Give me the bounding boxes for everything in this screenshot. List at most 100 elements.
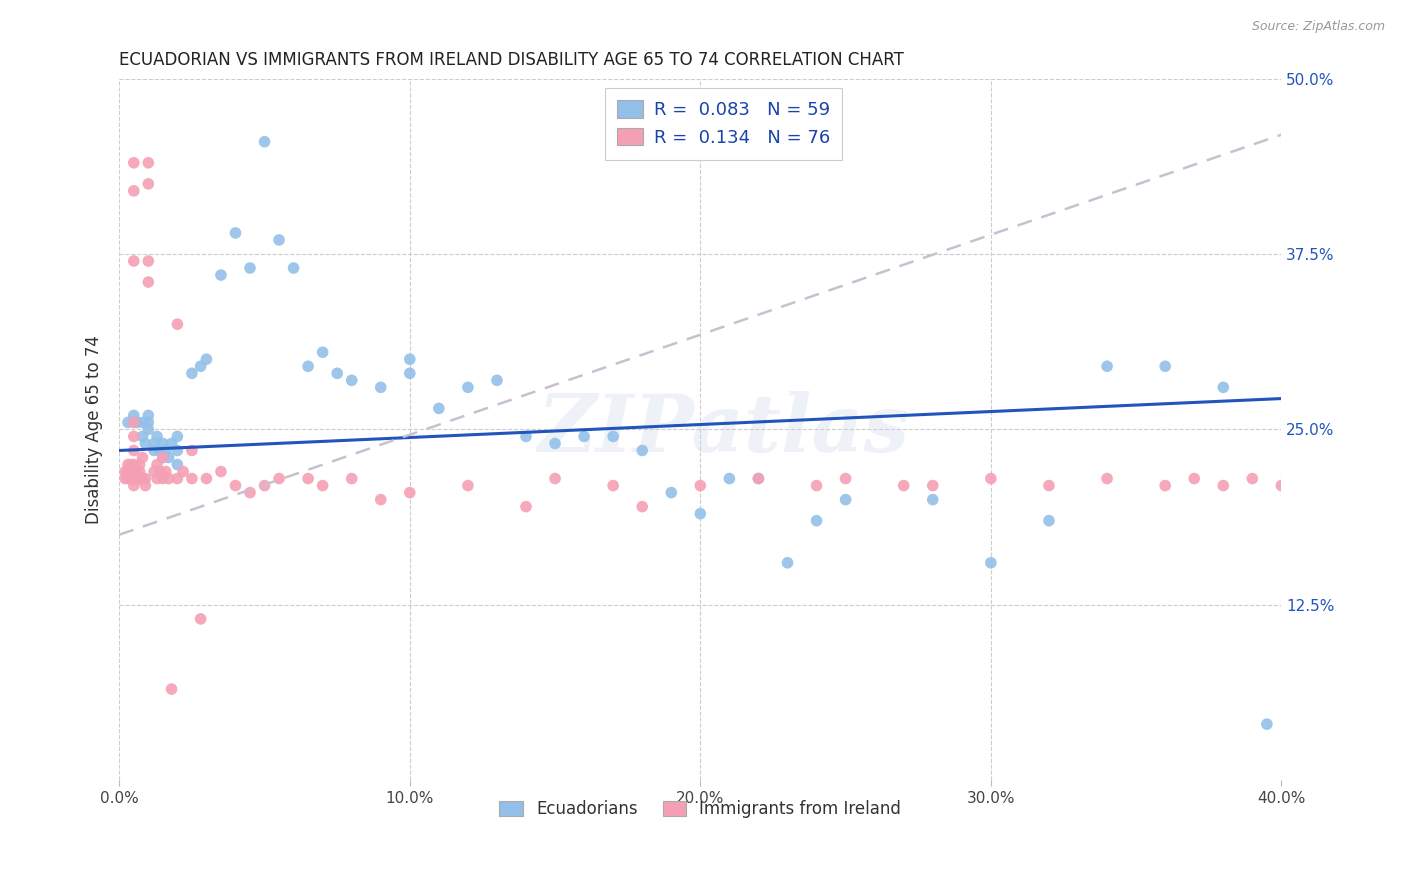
Point [117, 416, 139, 430]
Point [602, 478, 624, 492]
Point [152, 471, 174, 485]
Point [125, 471, 148, 485]
Point [122, 478, 145, 492]
Point [122, 409, 145, 423]
Point [122, 458, 145, 472]
Point [131, 416, 153, 430]
Point [155, 443, 177, 458]
Point [166, 471, 188, 485]
Point [747, 471, 769, 485]
Point [146, 471, 169, 485]
Point [180, 443, 202, 458]
Point [209, 268, 232, 282]
Point [180, 471, 202, 485]
Point [114, 471, 136, 485]
Point [143, 436, 166, 450]
Point [117, 458, 139, 472]
Point [398, 366, 420, 380]
Point [122, 443, 145, 458]
Y-axis label: Disability Age 65 to 74: Disability Age 65 to 74 [86, 335, 103, 524]
Point [131, 429, 153, 443]
Point [160, 436, 183, 450]
Point [1241, 471, 1264, 485]
Point [136, 422, 159, 436]
Point [172, 465, 194, 479]
Point [239, 260, 262, 275]
Point [267, 471, 290, 485]
Point [122, 416, 145, 430]
Point [166, 429, 188, 443]
Point [157, 450, 180, 465]
Point [427, 401, 450, 416]
Point [602, 429, 624, 443]
Point [283, 260, 305, 275]
Point [311, 478, 333, 492]
Point [239, 485, 262, 500]
Point [166, 317, 188, 331]
Point [1182, 471, 1205, 485]
Point [544, 471, 567, 485]
Point [146, 458, 169, 472]
Point [195, 352, 218, 367]
Point [659, 485, 682, 500]
Point [136, 275, 159, 289]
Point [120, 471, 142, 485]
Point [689, 478, 711, 492]
Point [160, 682, 183, 697]
Point [224, 478, 246, 492]
Point [1212, 478, 1234, 492]
Point [195, 471, 218, 485]
Point [921, 478, 943, 492]
Point [128, 458, 150, 472]
Point [131, 450, 153, 465]
Point [114, 465, 136, 479]
Point [1256, 717, 1278, 731]
Point [980, 471, 1002, 485]
Point [370, 492, 392, 507]
Point [166, 458, 188, 472]
Point [457, 380, 479, 394]
Point [143, 465, 166, 479]
Point [834, 492, 856, 507]
Point [544, 436, 567, 450]
Point [1095, 471, 1118, 485]
Point [131, 471, 153, 485]
Point [120, 465, 142, 479]
Point [689, 507, 711, 521]
Legend: Ecuadorians, Immigrants from Ireland: Ecuadorians, Immigrants from Ireland [492, 793, 908, 824]
Point [398, 485, 420, 500]
Point [125, 465, 148, 479]
Point [136, 155, 159, 169]
Point [834, 471, 856, 485]
Point [1212, 380, 1234, 394]
Point [149, 465, 172, 479]
Point [1038, 478, 1060, 492]
Point [152, 450, 174, 465]
Point [143, 443, 166, 458]
Point [122, 155, 145, 169]
Point [747, 471, 769, 485]
Point [398, 352, 420, 367]
Point [152, 436, 174, 450]
Point [253, 135, 276, 149]
Point [631, 500, 654, 514]
Point [1038, 514, 1060, 528]
Point [572, 429, 595, 443]
Point [136, 254, 159, 268]
Point [340, 373, 363, 387]
Point [134, 471, 156, 485]
Point [190, 359, 212, 374]
Point [1154, 478, 1177, 492]
Point [122, 471, 145, 485]
Point [157, 471, 180, 485]
Point [166, 443, 188, 458]
Point [134, 478, 156, 492]
Point [515, 500, 537, 514]
Point [122, 254, 145, 268]
Point [128, 465, 150, 479]
Point [326, 366, 349, 380]
Point [117, 471, 139, 485]
Point [190, 612, 212, 626]
Point [117, 465, 139, 479]
Point [180, 366, 202, 380]
